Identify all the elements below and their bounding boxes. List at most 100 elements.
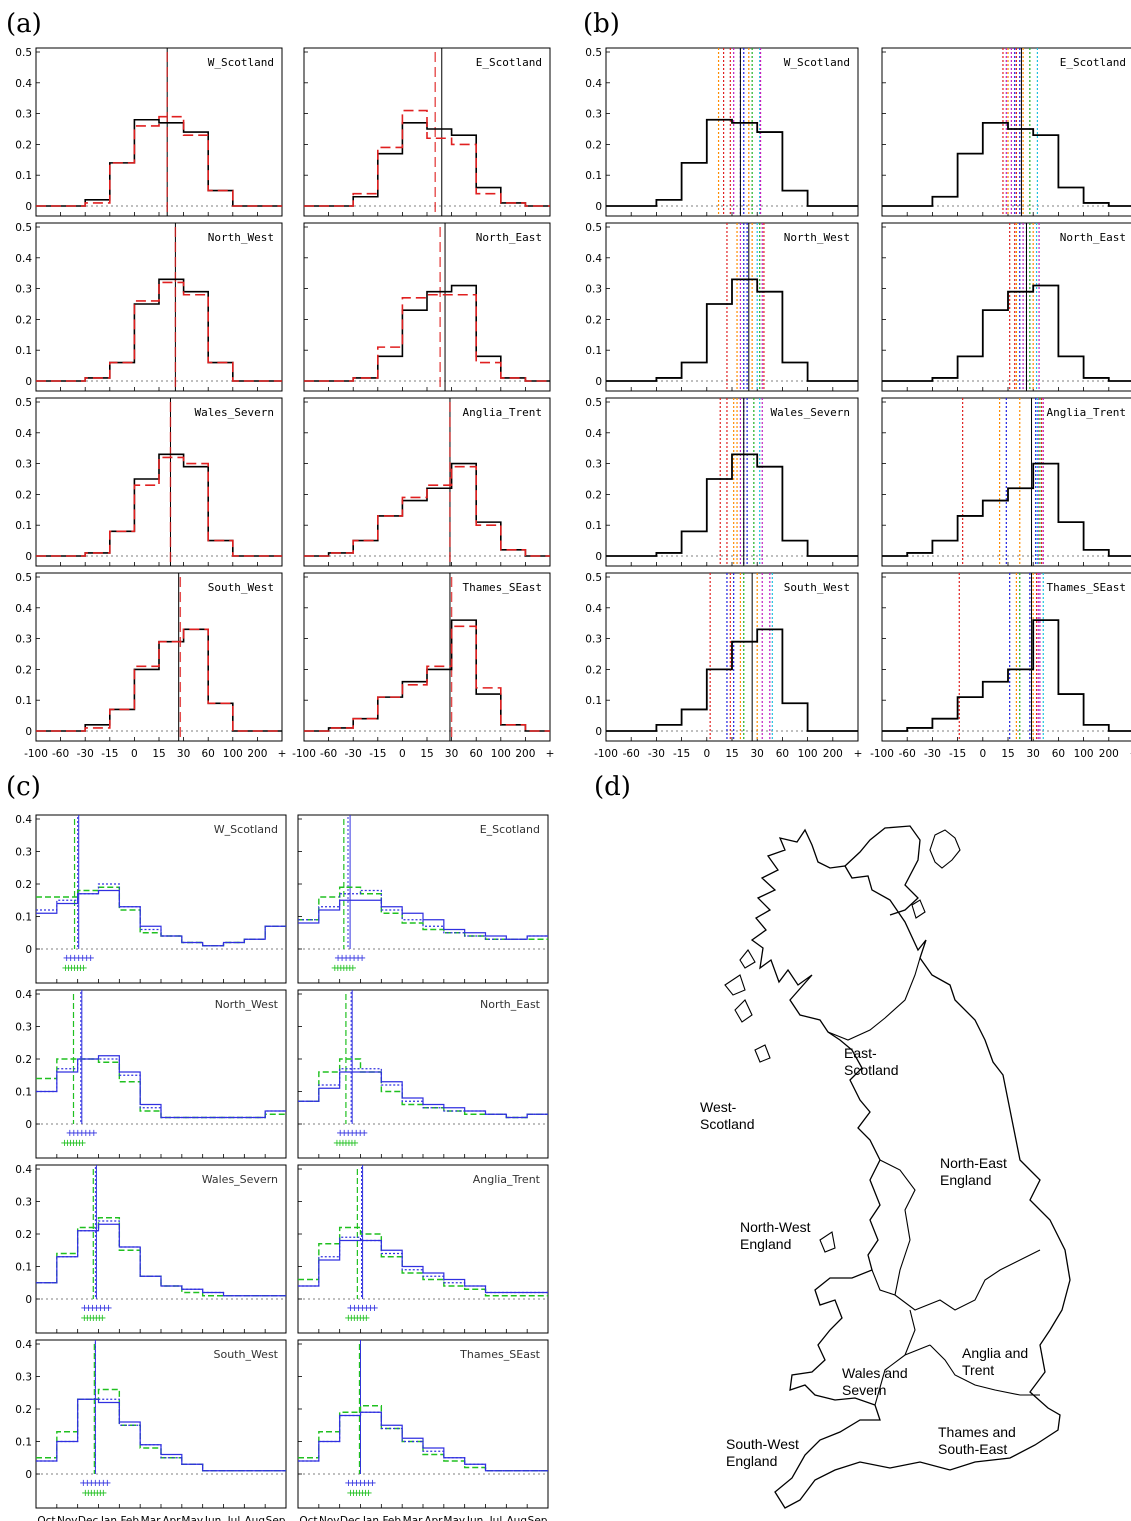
member-marker-blue: +	[71, 953, 79, 964]
member-marker-green: +	[95, 1313, 103, 1324]
member-marker-green: +	[73, 963, 81, 974]
member-marker-blue: +	[354, 1303, 362, 1314]
map-region-label-line: Thames and	[938, 1424, 1016, 1440]
subplot-Thames_SEast: Thames_SEast -100 -60 -30 -15 0 15 30 60 100 200 +	[870, 572, 1131, 760]
region-name: Wales_Severn	[202, 1173, 278, 1186]
member-marker-blue: +	[79, 953, 87, 964]
member-marker-blue: +	[87, 953, 95, 964]
member-marker-blue: +	[346, 1303, 354, 1314]
map-region-label-line: England	[740, 1236, 791, 1252]
x-tick-label: 15	[1001, 748, 1014, 760]
x-tick-label: 100	[798, 748, 818, 760]
model-histogram	[36, 115, 282, 207]
x-tick-label: 30	[445, 748, 458, 760]
member-marker-green: +	[60, 1138, 68, 1149]
member-marker-green: +	[66, 1138, 74, 1149]
region-name: Thames_SEast	[1047, 581, 1126, 594]
member-marker-blue: +	[344, 1478, 352, 1489]
x-tick-label: 60	[470, 748, 483, 760]
x-tick-label: Jun	[204, 1515, 221, 1521]
y-tick-label: 0.3	[585, 284, 602, 296]
x-tick-label: -15	[369, 748, 386, 760]
subplot-North_West: 0 0.1 0.2 0.3 0.4 0.5 North_West	[15, 222, 283, 392]
member-marker-blue: +	[74, 1128, 82, 1139]
solid-histogram	[36, 1223, 286, 1297]
subplot-frame	[605, 397, 859, 567]
subplot-W_Scotland: 0 0.1 0.2 0.3 0.4 0.5 W_Scotland	[15, 47, 283, 217]
y-tick-label: 0.2	[15, 1054, 32, 1066]
x-tick-label: 100	[223, 748, 243, 760]
observed-histogram	[606, 453, 858, 557]
member-marker-blue: +	[350, 953, 358, 964]
member-marker-blue: +	[362, 1303, 370, 1314]
x-tick-label: -100	[292, 748, 316, 760]
member-marker-blue: +	[360, 1478, 368, 1489]
map-region-label-line: England	[726, 1453, 777, 1469]
member-marker-blue: +	[346, 953, 354, 964]
model-histogram	[304, 109, 550, 207]
member-marker-blue: +	[340, 1128, 348, 1139]
y-tick-label: 0.2	[585, 664, 602, 676]
member-marker-green: +	[345, 1138, 353, 1149]
member-marker-green: +	[346, 1488, 354, 1499]
subplot-North_West: 0 0.1 0.2 0.3 0.4 0.5 North_West	[585, 222, 859, 392]
y-tick-label: 0.1	[15, 1087, 32, 1099]
map-region-label: North-East England	[940, 1155, 1007, 1188]
histogram-grid-b: 0 0.1 0.2 0.3 0.4 0.5 W_Scotland E_Scotland 0 0.1…	[585, 47, 1131, 760]
map-region-label-line: Wales and	[842, 1365, 908, 1381]
region-name: E_Scotland	[476, 56, 542, 69]
subplot-frame	[303, 47, 551, 217]
x-tick-label: +	[278, 748, 287, 760]
map-region-label: North-West England	[740, 1219, 811, 1252]
map-region-label: West-Scotland	[700, 1099, 754, 1132]
member-marker-blue: +	[104, 1303, 112, 1314]
member-marker-green: +	[96, 1488, 104, 1499]
north-east-coast-outline	[844, 825, 921, 916]
dashed-histogram	[36, 886, 286, 947]
member-marker-blue: +	[352, 1128, 360, 1139]
member-marker-green: +	[364, 1488, 372, 1499]
model-histogram	[304, 465, 550, 557]
y-tick-label: 0.4	[15, 603, 32, 615]
x-tick-label: Sep	[266, 1515, 286, 1521]
x-tick-label: +	[854, 748, 863, 760]
observed-histogram	[882, 121, 1131, 207]
member-marker-green: +	[362, 1313, 370, 1324]
y-tick-label: 0	[25, 1469, 32, 1481]
member-marker-green: +	[351, 1138, 359, 1149]
member-marker-blue: +	[99, 1478, 107, 1489]
member-marker-blue: +	[356, 1478, 364, 1489]
subplot-E_Scotland: E_Scotland	[881, 47, 1131, 217]
y-tick-label: 0.3	[15, 1022, 32, 1034]
member-marker-blue: +	[352, 1478, 360, 1489]
region-name: Thames_SEast	[459, 1348, 541, 1361]
x-tick-label: 0	[979, 748, 986, 760]
x-tick-label: Oct	[37, 1515, 55, 1521]
y-tick-label: 0.3	[15, 1197, 32, 1209]
member-marker-blue: +	[356, 1128, 364, 1139]
x-tick-label: 200	[247, 748, 267, 760]
map-region-label-line: East-	[844, 1045, 877, 1061]
member-marker-green: +	[63, 1138, 71, 1149]
observed-histogram	[882, 284, 1131, 382]
y-tick-label: 0.1	[15, 345, 32, 357]
panel-label-c: (c)	[6, 772, 41, 802]
member-marker-blue: +	[368, 1478, 376, 1489]
member-marker-blue: +	[366, 1303, 374, 1314]
x-tick-label: Nov	[319, 1515, 340, 1521]
region-name: South_West	[213, 1348, 278, 1361]
member-marker-green: +	[72, 1138, 80, 1149]
member-marker-green: +	[339, 1138, 347, 1149]
member-marker-blue: +	[79, 1478, 87, 1489]
member-marker-blue: +	[84, 1303, 92, 1314]
subplot-North_East: North_East	[881, 222, 1131, 392]
member-marker-blue: +	[75, 953, 83, 964]
map-region-label-line: North-West	[740, 1219, 811, 1235]
member-marker-green: +	[353, 1313, 361, 1324]
member-marker-blue: +	[70, 1128, 78, 1139]
x-tick-label: 30	[1027, 748, 1040, 760]
y-tick-label: 0	[595, 726, 602, 738]
member-marker-green: +	[346, 963, 354, 974]
